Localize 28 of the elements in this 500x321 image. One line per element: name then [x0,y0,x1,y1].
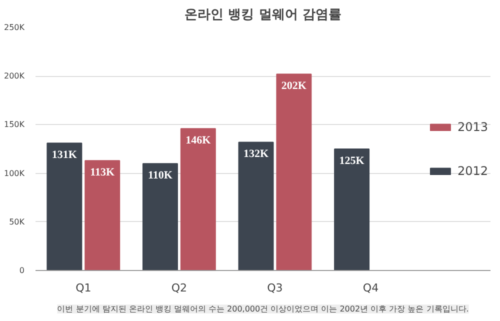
bar [276,74,312,270]
data-label: 202K [281,80,307,92]
bar [84,160,120,270]
y-tick-label: 200K [4,72,26,81]
legend-label: 2013 [457,120,488,134]
y-tick-label: 150K [4,120,26,130]
y-tick-label: 0 [19,266,25,275]
data-label: 146K [186,134,212,147]
data-label: 131K [52,149,78,162]
data-label: 110K [148,170,173,182]
legend-label: 2012 [457,164,488,178]
data-label: 132K [243,148,269,160]
bar [334,148,370,270]
y-tick-label: 100K [4,168,26,178]
bar [180,128,216,270]
chart-title: 온라인 뱅킹 멀웨어 감염률 [184,8,342,22]
x-tick-label: Q1 [76,282,92,294]
data-label: 113K [90,166,116,179]
x-tick-label: Q3 [267,282,283,294]
bar [238,142,274,270]
bar [46,142,82,270]
bar [142,163,178,270]
x-tick-label: Q2 [171,282,188,294]
y-tick-label: 250K [4,23,26,32]
text: 이번 분기에 탐지된 온라인 뱅킹 멀웨어의 수는 200,000건 이상이었으며 이는 2002년 이후 가장 높은 기록입니다. [57,304,469,314]
y-tick-label: 50K [9,217,26,226]
x-tick-label: Q4 [362,282,379,294]
data-label: 125K [339,155,365,167]
